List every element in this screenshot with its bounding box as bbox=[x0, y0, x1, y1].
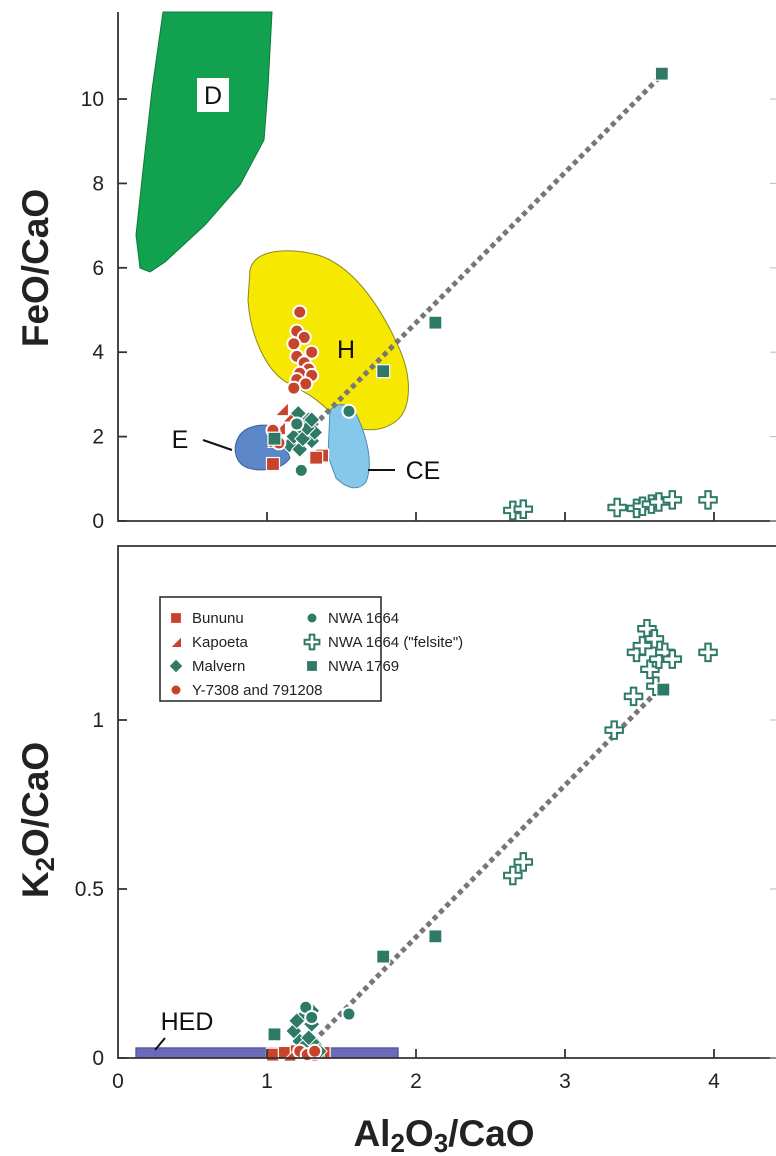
bottom-point-s5-p13 bbox=[698, 642, 718, 663]
top-y-tick-label: 0 bbox=[92, 510, 104, 533]
legend-marker-0 bbox=[169, 611, 183, 625]
top-point-s6-p3 bbox=[267, 431, 282, 446]
region-label-d-box bbox=[197, 78, 229, 112]
legend-marker-6 bbox=[169, 683, 183, 697]
x-tick-label: 1 bbox=[261, 1070, 273, 1093]
bottom-point-s5-p5 bbox=[632, 635, 653, 656]
region-leader-e bbox=[202, 439, 233, 451]
field-h bbox=[247, 250, 409, 431]
top-ylabel: FeO/CaO bbox=[15, 189, 56, 347]
top-point-s4-p2 bbox=[289, 416, 305, 432]
bottom-trend-line bbox=[305, 687, 661, 1050]
top-point-s1-p1 bbox=[274, 401, 289, 417]
bottom-marks bbox=[265, 618, 718, 1063]
legend-label-4: Malvern bbox=[192, 658, 245, 675]
top-point-s5-p1 bbox=[513, 499, 534, 519]
top-point-s3-p4 bbox=[304, 344, 320, 360]
top-y-tick-label: 6 bbox=[92, 257, 104, 280]
top-y-tick-label: 2 bbox=[92, 426, 104, 449]
x-tick-label: 4 bbox=[708, 1070, 720, 1093]
bottom-panel: 0 0.5 1 0 1 2 3 4 HED Bununu NWA 1664 Kapoeta NWA … bbox=[15, 545, 776, 1156]
bottom-y-tick-label: 0 bbox=[92, 1047, 104, 1070]
bottom-point-s5-p8 bbox=[644, 629, 665, 649]
bottom-point-s5-p12 bbox=[662, 649, 683, 669]
x-tick-label: 0 bbox=[112, 1070, 124, 1093]
top-point-s5-p8 bbox=[698, 490, 718, 510]
legend-marker-1 bbox=[305, 611, 319, 625]
x-tick-label: 2 bbox=[410, 1070, 422, 1093]
top-point-s3-p0 bbox=[292, 304, 308, 320]
top-point-s5-p7 bbox=[662, 490, 683, 510]
bottom-point-s2-p3 bbox=[285, 1022, 303, 1040]
top-point-s6-p1 bbox=[428, 315, 443, 330]
bottom-point-s6-p1 bbox=[428, 929, 443, 944]
legend-label-1: NWA 1664 bbox=[328, 610, 399, 627]
legend-label-5: NWA 1769 bbox=[328, 658, 399, 675]
top-point-s4-p1 bbox=[293, 462, 309, 478]
legend-marker-4 bbox=[168, 658, 184, 674]
region-label-e: E bbox=[172, 426, 189, 454]
field-d bbox=[135, 11, 273, 273]
top-y-tick-label: 4 bbox=[92, 341, 104, 364]
x-tick-label: 3 bbox=[559, 1070, 571, 1093]
legend-label-6: Y-7308 and 791208 bbox=[192, 682, 322, 699]
legend-marker-3 bbox=[303, 633, 321, 651]
bottom-point-s4-p2 bbox=[304, 1009, 320, 1025]
bottom-point-s6-p3 bbox=[267, 1027, 282, 1042]
top-point-s5-p6 bbox=[649, 492, 669, 512]
bottom-point-s5-p1 bbox=[513, 852, 534, 872]
legend-label-3: NWA 1664 ("felsite") bbox=[328, 634, 463, 651]
region-label-ce: CE bbox=[406, 457, 441, 485]
top-ticks: 0 2 4 6 8 10 bbox=[81, 88, 776, 533]
top-y-tick-label: 8 bbox=[92, 172, 104, 195]
top-point-s3-p12 bbox=[286, 380, 302, 396]
bottom-point-s6-p2 bbox=[376, 949, 391, 964]
top-point-s5-p2 bbox=[607, 497, 627, 518]
region-label-d: D bbox=[204, 82, 222, 110]
legend-marker-2 bbox=[169, 635, 182, 648]
legend-box bbox=[159, 596, 382, 702]
region-label-h: H bbox=[337, 336, 355, 364]
x-axis-title: Al2O3/CaO bbox=[353, 1113, 534, 1156]
top-y-tick-label: 10 bbox=[81, 88, 104, 111]
legend-items: Bununu NWA 1664 Kapoeta NWA 1664 ("felsite"… bbox=[168, 610, 463, 699]
top-point-s6-p2 bbox=[376, 364, 391, 379]
top-point-s0-p2 bbox=[309, 450, 324, 465]
bottom-point-s4-p0 bbox=[341, 1006, 357, 1022]
top-trend-line bbox=[305, 76, 661, 435]
top-point-s4-p0 bbox=[341, 403, 357, 419]
bottom-point-s6-p0 bbox=[656, 682, 671, 697]
bottom-point-s2-p6 bbox=[300, 1029, 318, 1047]
region-leader-hed bbox=[154, 1037, 166, 1051]
legend-label-0: Bununu bbox=[192, 610, 244, 627]
top-panel: 0 2 4 6 8 10 D H E CE FeO/CaO bbox=[15, 11, 776, 533]
top-point-s6-p0 bbox=[654, 66, 669, 81]
bottom-point-s0-p0 bbox=[265, 1047, 281, 1062]
region-label-hed: HED bbox=[161, 1008, 214, 1036]
bottom-ticks: 0 0.5 1 0 1 2 3 4 bbox=[75, 709, 776, 1093]
bottom-frame bbox=[117, 545, 776, 1059]
top-point-s2-p11 bbox=[302, 411, 321, 429]
bottom-point-s2-p8 bbox=[288, 1012, 306, 1030]
bottom-ylabel: K2O/CaO bbox=[15, 742, 60, 898]
top-marks bbox=[265, 66, 718, 521]
legend-label-2: Kapoeta bbox=[192, 634, 249, 651]
bottom-point-s5-p2 bbox=[604, 720, 624, 740]
top-point-s3-p3 bbox=[286, 336, 302, 352]
bottom-y-tick-label: 1 bbox=[92, 709, 104, 732]
bottom-point-s5-p3 bbox=[623, 686, 644, 707]
top-point-s0-p0 bbox=[265, 456, 281, 472]
legend-marker-5 bbox=[305, 659, 319, 673]
bottom-y-tick-label: 0.5 bbox=[75, 878, 104, 901]
bottom-point-s5-p0 bbox=[503, 865, 523, 886]
bottom-point-s3-p2 bbox=[307, 1043, 323, 1059]
legend: Bununu NWA 1664 Kapoeta NWA 1664 ("felsite"… bbox=[159, 596, 463, 702]
